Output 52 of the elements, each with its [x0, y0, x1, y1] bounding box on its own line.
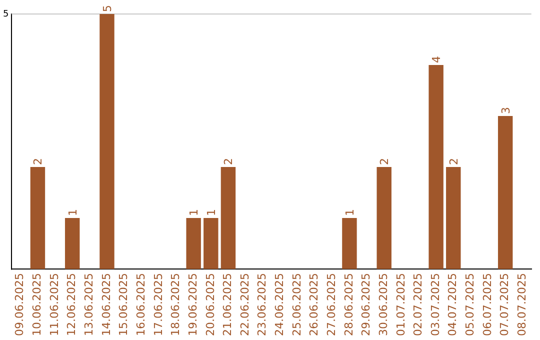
x-tick-label: 23.06.2025: [256, 273, 269, 336]
bar: [498, 116, 513, 270]
x-tick-label: 03.07.2025: [428, 273, 442, 336]
bar: [64, 218, 80, 270]
data-label: 4: [430, 56, 444, 64]
x-tick-label: 10.06.2025: [30, 273, 44, 336]
bar: [446, 167, 461, 270]
x-tick-label: 18.06.2025: [169, 273, 182, 336]
data-label: 2: [32, 158, 45, 166]
x-tick-label: 24.06.2025: [273, 273, 286, 336]
x-tick-label: 30.06.2025: [376, 273, 390, 336]
x-tick-label: 07.07.2025: [498, 273, 512, 336]
x-tick-label: 12.06.2025: [65, 273, 78, 336]
x-tick-label: 25.06.2025: [290, 273, 304, 336]
x-tick-label: 14.06.2025: [100, 273, 113, 336]
data-label: 2: [378, 158, 392, 166]
x-tick-label: 21.06.2025: [221, 273, 234, 336]
x-tick-label: 29.06.2025: [360, 273, 373, 336]
x-tick-label: 05.07.2025: [464, 273, 477, 336]
x-tick-label: 19.06.2025: [186, 273, 200, 336]
bar: [186, 218, 201, 270]
bar: [342, 218, 357, 270]
x-tick-label: 09.06.2025: [13, 273, 26, 336]
bar: [100, 14, 114, 270]
x-tick-label: 20.06.2025: [204, 273, 217, 336]
x-tick-label: 17.06.2025: [152, 273, 165, 336]
data-label: 1: [204, 209, 218, 216]
x-tick-label: 15.06.2025: [117, 273, 130, 336]
x-tick-label: 16.06.2025: [134, 273, 148, 336]
bar: [428, 65, 444, 270]
x-tick-label: 11.06.2025: [48, 273, 61, 336]
x-tick-label: 22.06.2025: [238, 273, 252, 336]
data-label: 1: [66, 209, 80, 216]
data-label: 3: [499, 107, 512, 114]
x-tick-label: 02.07.2025: [412, 273, 425, 336]
bar: [204, 218, 218, 270]
bar: [30, 167, 46, 270]
x-tick-label: 27.06.2025: [325, 273, 338, 336]
x-tick-label: 04.07.2025: [446, 273, 460, 336]
bar: [220, 167, 236, 270]
x-tick-label: 08.07.2025: [516, 273, 529, 336]
x-tick-label: 01.07.2025: [394, 273, 408, 336]
bar: [376, 167, 392, 270]
data-label: 2: [222, 158, 236, 166]
data-label: 5: [100, 5, 114, 12]
data-label: 2: [447, 158, 460, 166]
x-tick-label: 28.06.2025: [342, 273, 356, 336]
data-label: 1: [188, 209, 201, 216]
x-tick-label: 13.06.2025: [82, 273, 96, 336]
data-label: 1: [343, 209, 356, 216]
x-tick-label: 26.06.2025: [308, 273, 321, 336]
x-tick-label: 06.07.2025: [480, 273, 494, 336]
